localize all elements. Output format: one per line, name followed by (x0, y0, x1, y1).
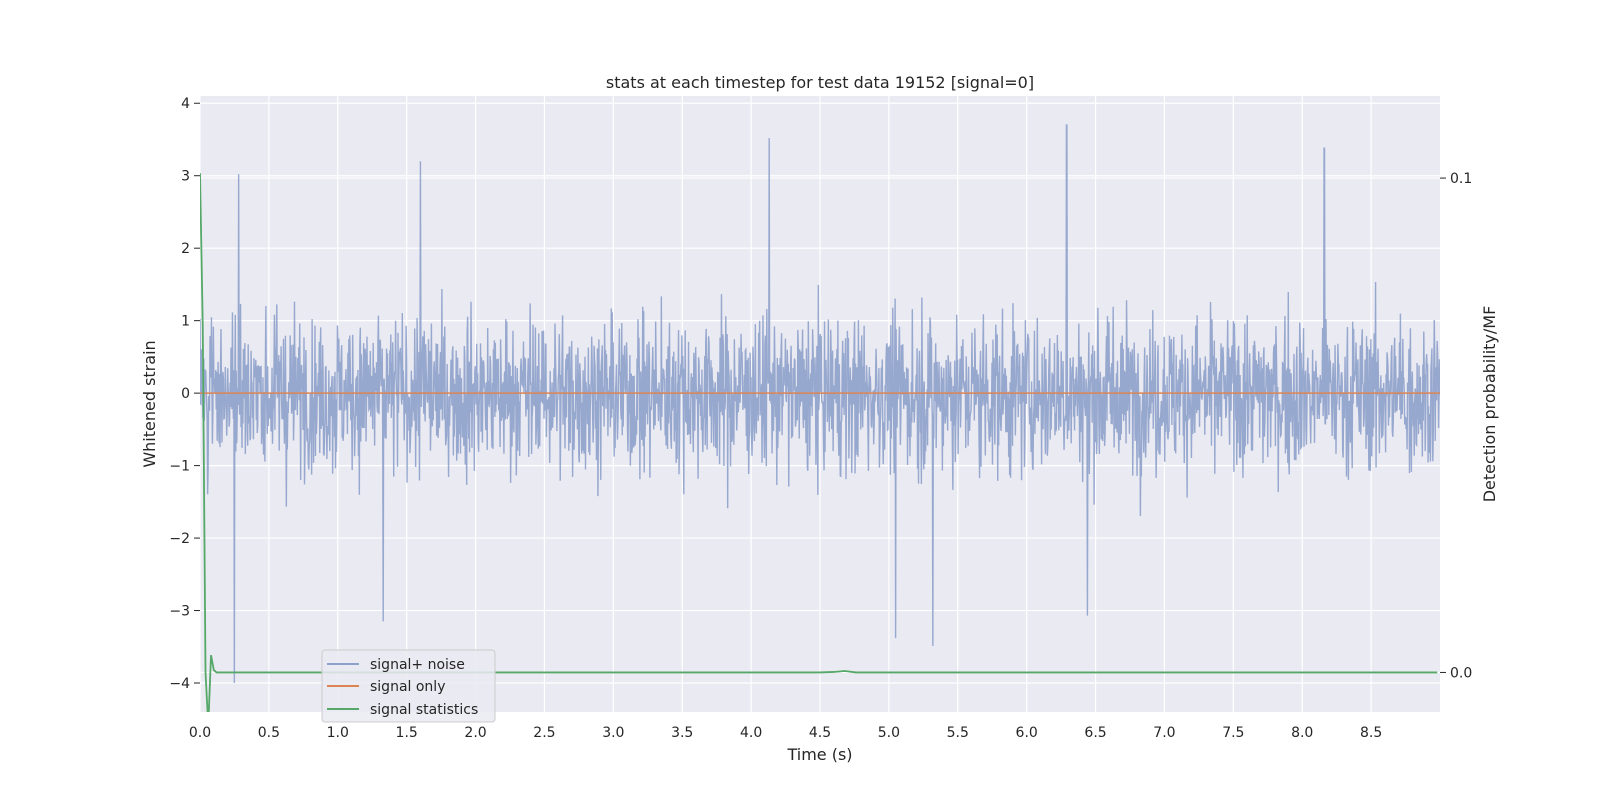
x-tick-label: 5.0 (878, 725, 900, 741)
x-tick-label: 4.5 (809, 725, 831, 741)
x-tick-label: 0.0 (189, 725, 211, 741)
x-tick-label: 3.0 (602, 725, 624, 741)
x-tick-label: 5.5 (947, 725, 969, 741)
y-tick-label: 2 (181, 241, 190, 257)
series-layer (200, 124, 1440, 712)
y-tick-label: −4 (169, 676, 190, 692)
y2-tick-label: 0.1 (1450, 171, 1472, 187)
ticks: 0.0 0.5 1.0 1.5 2.0 2.5 3.0 3.5 4.0 4.5 5.0 5.5 6.0 6… (169, 96, 1472, 741)
x-tick-label: 7.0 (1153, 725, 1175, 741)
series-signal-statistics (200, 173, 1438, 712)
y-tick-label: 0 (181, 386, 190, 402)
y-tick-label: −2 (169, 531, 190, 547)
x-tick-label: 6.0 (1016, 725, 1038, 741)
x-tick-label: 2.5 (533, 725, 555, 741)
y-tick-label: 3 (181, 169, 190, 185)
x-tick-label: 1.0 (327, 725, 349, 741)
x-tick-label: 6.5 (1084, 725, 1106, 741)
y2-axis-label: Detection probability/MF (1480, 306, 1499, 503)
x-tick-label: 8.5 (1360, 725, 1382, 741)
legend-box (321, 649, 496, 723)
y-axis-label: Whitened strain (140, 340, 159, 467)
x-tick-label: 1.5 (396, 725, 418, 741)
y-tick-label: −3 (169, 604, 190, 620)
x-tick-label: 7.5 (1222, 725, 1244, 741)
x-tick-label: 3.5 (671, 725, 693, 741)
x-tick-label: 8.0 (1291, 725, 1313, 741)
series-signal-noise (200, 124, 1440, 684)
x-tick-label: 2.0 (464, 725, 486, 741)
legend-label-signal: signal only (370, 679, 445, 695)
y2-tick-label: 0.0 (1450, 665, 1472, 681)
y-tick-label: −1 (169, 459, 190, 475)
y-tick-label: 1 (181, 314, 190, 330)
x-tick-label: 4.0 (740, 725, 762, 741)
chart-title: stats at each timestep for test data 191… (606, 73, 1034, 92)
x-tick-label: 0.5 (258, 725, 280, 741)
legend: signal+ noise signal only signal statist… (321, 649, 496, 723)
x-axis-label: Time (s) (786, 745, 852, 764)
legend-label-stats: signal statistics (370, 702, 478, 718)
legend-label-noise: signal+ noise (370, 657, 465, 673)
y-tick-label: 4 (181, 96, 190, 112)
